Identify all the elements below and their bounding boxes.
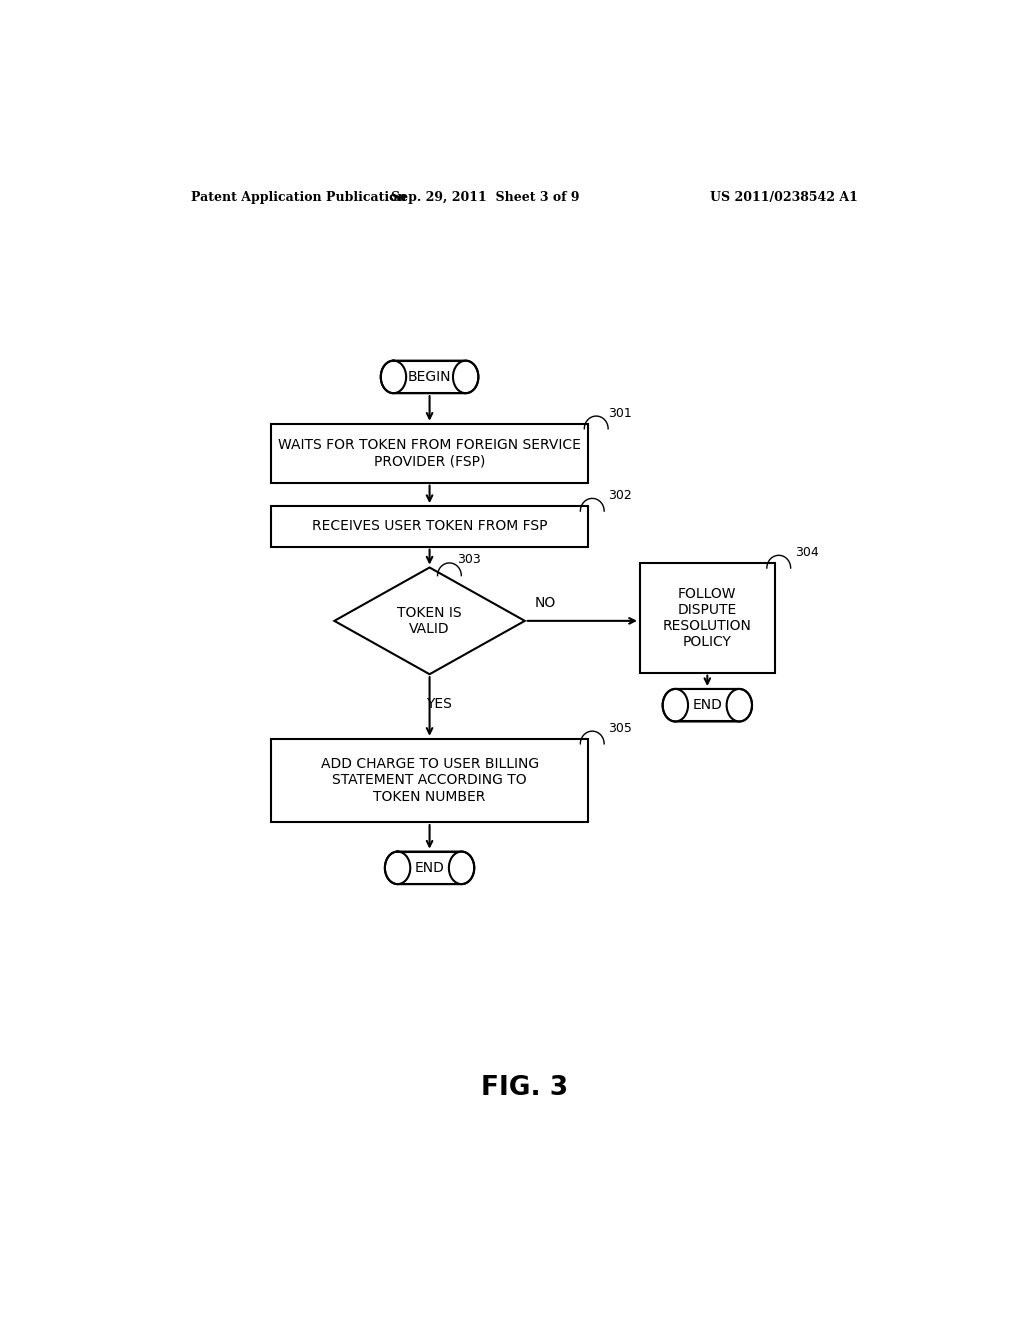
- Ellipse shape: [385, 851, 411, 884]
- Text: WAITS FOR TOKEN FROM FOREIGN SERVICE
PROVIDER (FSP): WAITS FOR TOKEN FROM FOREIGN SERVICE PRO…: [279, 438, 581, 469]
- Bar: [270, 739, 588, 822]
- Bar: [397, 851, 462, 884]
- Text: FOLLOW
DISPUTE
RESOLUTION
POLICY: FOLLOW DISPUTE RESOLUTION POLICY: [663, 586, 752, 649]
- Bar: [270, 506, 588, 546]
- Text: END: END: [692, 698, 722, 713]
- Text: 303: 303: [458, 553, 481, 566]
- Text: TOKEN IS
VALID: TOKEN IS VALID: [397, 606, 462, 636]
- Text: 304: 304: [795, 546, 818, 560]
- Ellipse shape: [663, 689, 688, 722]
- Bar: [676, 689, 739, 722]
- Ellipse shape: [453, 360, 478, 393]
- Ellipse shape: [381, 360, 407, 393]
- Text: 305: 305: [608, 722, 632, 735]
- Text: ADD CHARGE TO USER BILLING
STATEMENT ACCORDING TO
TOKEN NUMBER: ADD CHARGE TO USER BILLING STATEMENT ACC…: [321, 758, 539, 804]
- Bar: [393, 360, 466, 393]
- Text: Patent Application Publication: Patent Application Publication: [191, 190, 407, 203]
- Ellipse shape: [727, 689, 752, 722]
- Text: BEGIN: BEGIN: [408, 370, 452, 384]
- Text: NO: NO: [535, 595, 556, 610]
- Text: FIG. 3: FIG. 3: [481, 1076, 568, 1101]
- Text: 302: 302: [608, 490, 632, 503]
- Text: YES: YES: [426, 697, 452, 710]
- Bar: [640, 562, 775, 673]
- Text: US 2011/0238542 A1: US 2011/0238542 A1: [711, 190, 858, 203]
- Text: RECEIVES USER TOKEN FROM FSP: RECEIVES USER TOKEN FROM FSP: [312, 519, 547, 533]
- Ellipse shape: [449, 851, 474, 884]
- Text: END: END: [415, 861, 444, 875]
- Text: 301: 301: [608, 407, 632, 420]
- Polygon shape: [334, 568, 524, 675]
- Text: Sep. 29, 2011  Sheet 3 of 9: Sep. 29, 2011 Sheet 3 of 9: [391, 190, 580, 203]
- Bar: [270, 424, 588, 483]
